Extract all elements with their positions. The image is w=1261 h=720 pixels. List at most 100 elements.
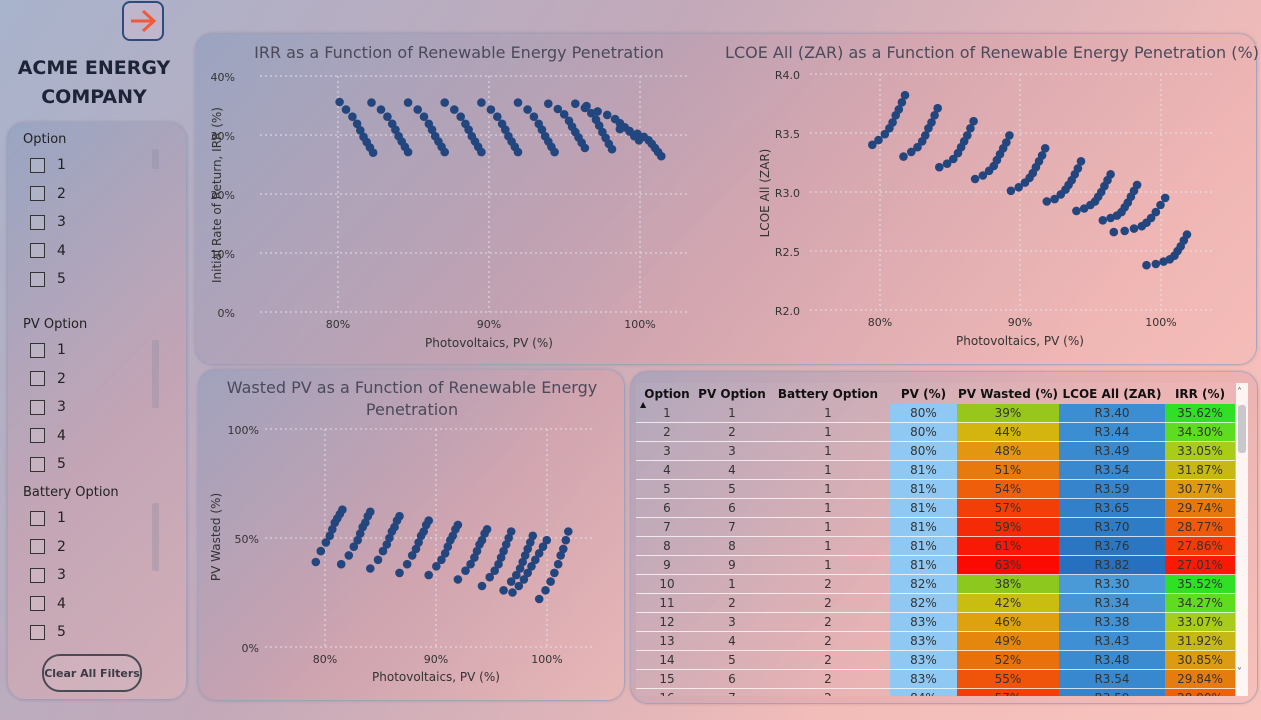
irr-data-point[interactable] xyxy=(493,112,502,121)
lcoe-data-point[interactable] xyxy=(897,98,907,107)
lcoe-data-point[interactable] xyxy=(913,142,922,152)
wasted-data-point[interactable] xyxy=(527,562,536,571)
wasted-data-point[interactable] xyxy=(402,559,412,569)
irr-data-point[interactable] xyxy=(367,98,376,107)
wasted-data-point[interactable] xyxy=(504,533,513,543)
checkbox[interactable] xyxy=(30,510,45,526)
irr-data-point[interactable] xyxy=(513,98,523,107)
wasted-data-point[interactable] xyxy=(506,577,516,586)
lcoe-data-point[interactable] xyxy=(874,135,883,145)
wasted-data-point[interactable] xyxy=(411,544,421,554)
scroll-down-icon[interactable]: ˅ xyxy=(1237,667,1242,678)
filter-checkbox-item[interactable]: 4 xyxy=(30,243,66,259)
irr-data-point[interactable] xyxy=(615,124,625,134)
header-lcoe[interactable]: LCOE All (ZAR) xyxy=(1062,386,1162,401)
wasted-data-point[interactable] xyxy=(407,551,417,560)
table-row[interactable]: 3 3 1 80% 48% R3.49 33.05% xyxy=(636,441,1235,461)
lcoe-data-point[interactable] xyxy=(880,129,890,139)
wasted-data-point[interactable] xyxy=(461,566,470,575)
wasted-data-point[interactable] xyxy=(466,559,475,569)
wasted-data-point[interactable] xyxy=(528,531,538,541)
irr-data-point[interactable] xyxy=(594,121,604,130)
table-scrollbar-thumb[interactable] xyxy=(1238,405,1246,453)
wasted-data-point[interactable] xyxy=(561,535,571,545)
wasted-data-point[interactable] xyxy=(338,505,347,514)
irr-data-point[interactable] xyxy=(383,112,392,121)
wasted-data-point[interactable] xyxy=(414,538,423,547)
wasted-data-point[interactable] xyxy=(419,527,429,536)
irr-data-point[interactable] xyxy=(477,147,486,157)
irr-data-point[interactable] xyxy=(440,98,450,107)
wasted-data-point[interactable] xyxy=(506,527,516,536)
irr-data-point[interactable] xyxy=(602,110,612,120)
header-battery-option[interactable]: Battery Option xyxy=(777,386,879,401)
filter-checkbox-item[interactable]: 2 xyxy=(30,371,66,387)
irr-data-point[interactable] xyxy=(440,147,450,157)
lcoe-data-point[interactable] xyxy=(899,152,908,161)
irr-data-point[interactable] xyxy=(368,148,378,157)
lcoe-data-point[interactable] xyxy=(1098,216,1108,225)
filter-checkbox-item[interactable]: 1 xyxy=(30,157,66,173)
wasted-data-point[interactable] xyxy=(366,507,375,517)
filter-checkbox-item[interactable]: 2 xyxy=(30,539,66,555)
scroll-up-icon[interactable]: ˄ xyxy=(1237,387,1242,398)
checkbox[interactable] xyxy=(30,371,45,386)
wasted-data-point[interactable] xyxy=(378,546,388,556)
wasted-data-point[interactable] xyxy=(336,559,346,569)
lcoe-data-point[interactable] xyxy=(1042,197,1052,206)
wasted-data-point[interactable] xyxy=(553,559,563,569)
wasted-data-point[interactable] xyxy=(424,516,434,525)
wasted-data-point[interactable] xyxy=(470,553,479,562)
lcoe-data-point[interactable] xyxy=(1073,164,1083,173)
wasted-data-point[interactable] xyxy=(390,522,399,532)
table-row[interactable]: 1 1 1 80% 39% R3.40 35.62% xyxy=(636,404,1235,423)
wasted-data-point[interactable] xyxy=(515,564,525,573)
wasted-data-point[interactable] xyxy=(328,525,337,534)
wasted-data-point[interactable] xyxy=(424,570,434,580)
lcoe-data-point[interactable] xyxy=(1005,131,1014,140)
pv-option-filter-scrollbar[interactable] xyxy=(152,340,159,408)
lcoe-data-point[interactable] xyxy=(907,147,916,157)
irr-data-point[interactable] xyxy=(403,147,413,157)
table-row[interactable]: 12 3 2 83% 46% R3.38 33.07% xyxy=(636,612,1235,632)
wasted-data-point[interactable] xyxy=(546,577,555,586)
checkbox[interactable] xyxy=(30,539,45,554)
sort-desc-icon[interactable]: ▲ xyxy=(640,400,647,409)
lcoe-data-point[interactable] xyxy=(1120,226,1129,236)
wasted-data-point[interactable] xyxy=(538,542,548,551)
wasted-data-point[interactable] xyxy=(559,544,568,554)
lcoe-data-point[interactable] xyxy=(1132,180,1142,190)
table-row[interactable]: 2 2 1 80% 44% R3.44 34.30% xyxy=(636,422,1235,442)
lcoe-data-point[interactable] xyxy=(1072,206,1081,216)
irr-data-point[interactable] xyxy=(464,125,473,134)
wasted-data-point[interactable] xyxy=(482,525,492,534)
irr-data-point[interactable] xyxy=(571,99,580,108)
table-row[interactable]: 11 2 2 82% 42% R3.34 34.27% xyxy=(636,593,1235,613)
checkbox[interactable] xyxy=(30,624,45,640)
irr-data-point[interactable] xyxy=(486,105,496,114)
checkbox[interactable] xyxy=(30,243,45,258)
wasted-data-point[interactable] xyxy=(542,535,552,545)
irr-data-point[interactable] xyxy=(523,105,532,114)
wasted-data-point[interactable] xyxy=(526,538,535,547)
lcoe-data-point[interactable] xyxy=(942,159,952,168)
header-pv[interactable]: PV (%) xyxy=(900,386,947,401)
wasted-data-point[interactable] xyxy=(366,564,375,573)
checkbox[interactable] xyxy=(30,399,45,415)
irr-data-point[interactable] xyxy=(501,125,510,134)
lcoe-data-point[interactable] xyxy=(1156,200,1165,210)
irr-data-point[interactable] xyxy=(657,151,666,161)
battery-option-filter-scrollbar[interactable] xyxy=(152,503,159,571)
wasted-data-point[interactable] xyxy=(395,511,404,521)
irr-data-point[interactable] xyxy=(544,99,553,108)
wasted-data-point[interactable] xyxy=(490,566,500,575)
wasted-data-point[interactable] xyxy=(440,549,450,558)
lcoe-data-point[interactable] xyxy=(966,124,975,133)
irr-data-point[interactable] xyxy=(513,147,523,157)
wasted-data-point[interactable] xyxy=(373,555,383,565)
irr-data-point[interactable] xyxy=(559,110,569,119)
filter-checkbox-item[interactable]: 4 xyxy=(30,428,66,444)
lcoe-data-point[interactable] xyxy=(1146,213,1156,223)
checkbox[interactable] xyxy=(30,456,45,472)
wasted-data-point[interactable] xyxy=(499,586,508,595)
